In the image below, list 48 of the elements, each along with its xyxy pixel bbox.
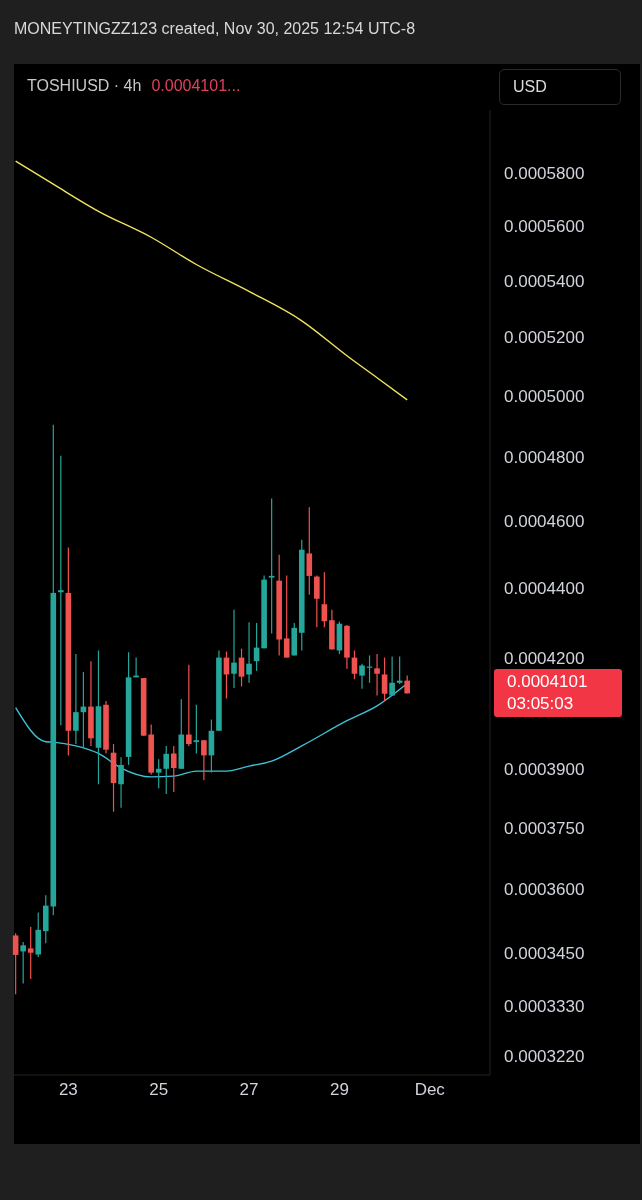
candlestick [20,941,26,985]
y-tick-label: 0.0004800 [504,448,585,468]
y-tick-label: 0.0003330 [504,996,585,1016]
y-tick-label: 0.0003220 [504,1047,585,1067]
x-tick-label: 23 [58,1080,78,1100]
y-tick-label: 0.0003450 [504,943,585,963]
candlestick [12,932,19,995]
x-tick-label: Dec [414,1080,446,1100]
text: USD [499,69,621,105]
line-series [14,160,408,401]
y-tick-label: 0.0003750 [504,818,585,838]
y-tick-label: 0.0004600 [504,512,585,532]
candlestick [389,655,395,697]
y-tick-label: 0.0004200 [504,648,585,668]
candlestick [58,455,64,726]
y-tick-label: 0.0005600 [504,217,585,236]
candlestick [27,926,34,980]
candlestick [283,574,290,659]
candlestick [314,574,320,628]
candlestick [231,609,237,689]
y-tick-label: 0.0004400 [504,578,585,598]
candlestick [381,656,388,702]
y-tick-label: 0.0005200 [504,328,585,348]
candlestick [170,745,177,793]
candlestick [73,653,79,745]
text: 0.0004101 03:05:03 [494,669,622,718]
candlestick [193,704,200,755]
x-tick-label: 29 [329,1080,349,1100]
text: MONEYTINGZZ123 created, Nov 30, 2025 12:54 UTC-8 [14,19,417,39]
y-tick-label: 0.0003600 [504,879,585,899]
candlestick [201,739,207,781]
y-tick-label: 0.0003900 [504,759,585,779]
candlestick [306,506,313,596]
x-tick-label: 27 [239,1080,259,1100]
candlestick [155,758,162,789]
candlestick [374,653,380,697]
chart-title: TOSHIUSD · 4h [27,77,142,94]
y-tick-label: 0.0005000 [504,387,585,407]
candlestick [359,663,365,690]
candlestick [163,745,170,795]
candlestick [268,497,275,635]
y-tick-label: 0.0005800 [504,164,585,184]
x-tick-label: 25 [149,1080,169,1100]
y-tick-label: 0.0005400 [504,271,585,291]
candlestick [118,756,124,809]
candlestick [246,621,252,684]
text: 0.0004101... [151,77,241,94]
candlestick [186,664,192,747]
